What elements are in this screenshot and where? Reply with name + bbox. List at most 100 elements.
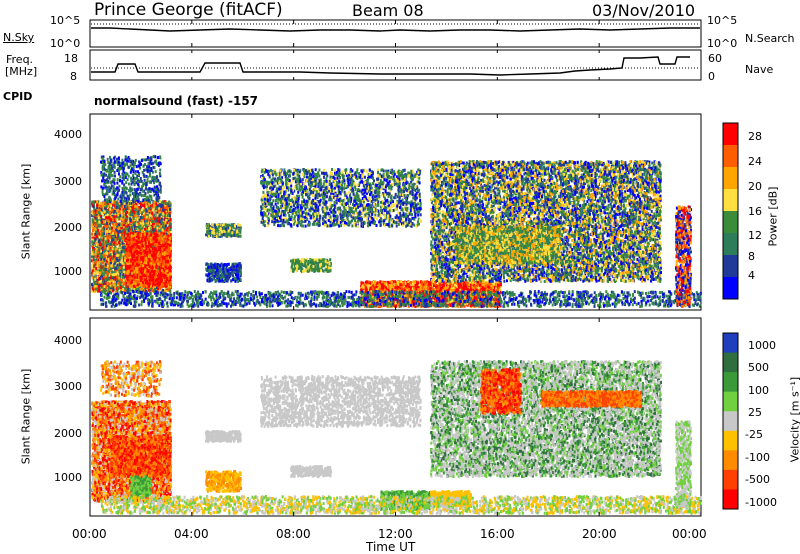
power-cell xyxy=(111,227,113,230)
power-cell xyxy=(117,234,119,237)
power-cell xyxy=(122,236,124,239)
power-cell xyxy=(105,282,107,285)
power-cell xyxy=(139,224,141,227)
noise-sky-line xyxy=(91,28,700,31)
power-cell xyxy=(135,208,137,211)
power-cell xyxy=(162,225,164,228)
power-cell xyxy=(113,215,115,218)
power-cell xyxy=(119,267,121,270)
power-cell xyxy=(105,263,107,266)
power-cell xyxy=(123,283,125,286)
power-cell xyxy=(120,286,122,289)
plot-canvas xyxy=(0,0,800,554)
power-cell xyxy=(122,276,124,279)
power-cell xyxy=(148,227,150,230)
power-cell xyxy=(139,219,141,222)
power-cell xyxy=(95,253,97,256)
power-cell xyxy=(106,222,108,225)
power-cell xyxy=(154,201,156,204)
power-cell xyxy=(126,211,128,214)
power-cell xyxy=(95,250,97,253)
power-cell xyxy=(145,202,147,205)
power-cell xyxy=(156,227,158,230)
power-cell xyxy=(107,235,109,238)
power-cell xyxy=(93,202,95,205)
power-cell xyxy=(134,225,136,228)
power-cell xyxy=(116,206,118,209)
power-cell xyxy=(157,223,159,226)
power-cell xyxy=(165,202,167,205)
power-cell xyxy=(106,260,108,263)
power-cell xyxy=(118,223,120,226)
power-cell xyxy=(104,285,106,288)
power-cell xyxy=(108,282,110,285)
power-cell xyxy=(168,229,170,232)
power-cell xyxy=(106,209,108,212)
power-cell xyxy=(99,273,101,276)
power-cell xyxy=(95,225,97,228)
power-cell xyxy=(116,202,118,205)
power-cell xyxy=(98,221,100,224)
power-cell xyxy=(91,253,93,256)
power-cell xyxy=(156,214,158,217)
power-cell xyxy=(115,248,117,251)
power-cell xyxy=(133,217,135,220)
power-cell xyxy=(106,205,108,208)
power-cell xyxy=(95,238,97,241)
power-cell xyxy=(98,240,100,243)
power-cell xyxy=(154,217,156,220)
power-cell xyxy=(108,270,110,273)
power-cell xyxy=(107,258,109,261)
power-cell xyxy=(92,226,94,229)
power-cell xyxy=(120,254,122,257)
power-cell xyxy=(104,245,106,248)
power-cell xyxy=(112,247,114,250)
power-cell xyxy=(121,224,123,227)
power-cell xyxy=(142,216,144,219)
power-cell xyxy=(100,280,102,283)
power-cell xyxy=(93,212,95,215)
power-cell xyxy=(128,207,130,210)
power-cell xyxy=(142,204,144,207)
power-cell xyxy=(101,272,103,275)
power-cell xyxy=(108,288,110,291)
power-cell xyxy=(123,279,125,282)
power-cell xyxy=(139,211,141,214)
power-cell xyxy=(96,235,98,238)
power-cell xyxy=(122,288,124,291)
power-cell xyxy=(122,262,124,265)
power-cell xyxy=(113,241,115,244)
power-cell xyxy=(110,264,112,267)
power-cell xyxy=(117,290,119,293)
power-cell xyxy=(96,243,98,246)
power-cell xyxy=(152,208,154,211)
power-cell xyxy=(96,220,98,223)
power-cell xyxy=(129,202,131,205)
power-cell xyxy=(128,226,130,229)
power-cell xyxy=(112,232,114,235)
power-cell xyxy=(92,288,94,291)
power-cell xyxy=(94,278,96,281)
power-cell xyxy=(95,210,97,213)
power-cell xyxy=(121,210,123,213)
power-cell xyxy=(118,277,120,280)
power-cell xyxy=(100,255,102,258)
power-cell xyxy=(119,256,121,259)
power-cell xyxy=(159,214,161,217)
power-cell xyxy=(95,255,97,258)
power-cell xyxy=(114,286,116,289)
power-cell xyxy=(106,225,108,228)
power-cell xyxy=(162,213,164,216)
power-cell xyxy=(166,228,168,231)
power-cell xyxy=(140,216,142,219)
power-cell xyxy=(121,270,123,273)
power-cell xyxy=(105,237,107,240)
power-cell xyxy=(93,261,95,264)
power-cell xyxy=(101,221,103,224)
power-cell xyxy=(121,218,123,221)
power-cell xyxy=(97,229,99,232)
power-cell xyxy=(115,223,117,226)
power-cell xyxy=(118,226,120,229)
power-cell xyxy=(111,271,113,274)
power-cell xyxy=(119,234,121,237)
